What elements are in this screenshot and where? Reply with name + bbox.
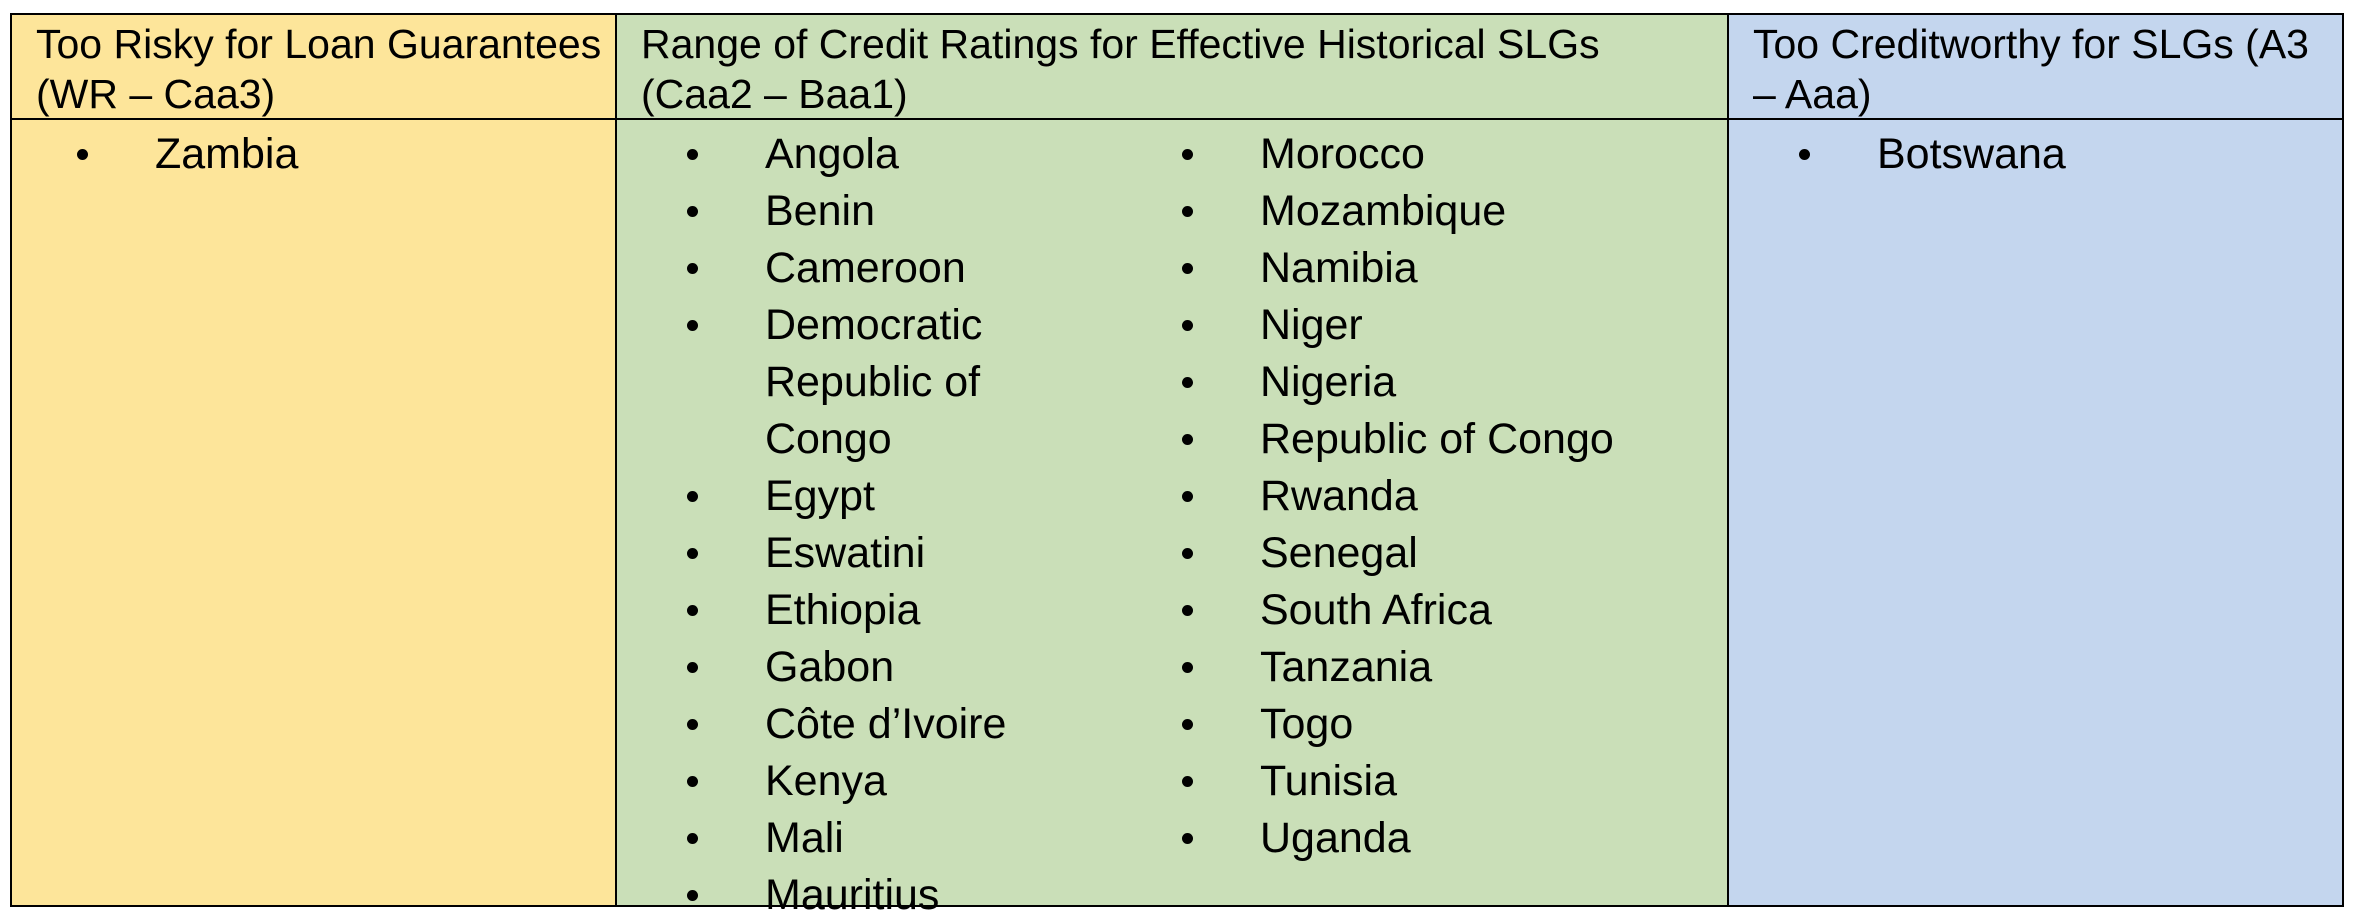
list-item: Egypt — [687, 468, 1115, 525]
list-item: Nigeria — [1182, 354, 1614, 411]
list-item: Botswana — [1799, 126, 2066, 183]
list-item: South Africa — [1182, 582, 1614, 639]
list-item: Namibia — [1182, 240, 1614, 297]
list-item: Angola — [687, 126, 1115, 183]
bullet-list: Zambia — [77, 126, 298, 183]
list-item: Mauritius — [687, 867, 1115, 924]
list-item: Côte d’Ivoire — [687, 696, 1115, 753]
table: Too Risky for Loan Guarantees (WR – Caa3… — [10, 13, 2344, 919]
list-item: Democratic Republic of Congo — [687, 297, 1115, 468]
header-cell: Too Risky for Loan Guarantees (WR – Caa3… — [10, 13, 617, 120]
list-item: Niger — [1182, 297, 1614, 354]
list-item: Eswatini — [687, 525, 1115, 582]
list-item: Gabon — [687, 639, 1115, 696]
body-cell: Botswana — [1727, 118, 2344, 907]
list-item: Morocco — [1182, 126, 1614, 183]
list-item: Senegal — [1182, 525, 1614, 582]
list-item: Zambia — [77, 126, 298, 183]
bullet-list: Angola Benin Cameroon Democratic Republic o… — [687, 126, 1115, 924]
list-item: Mozambique — [1182, 183, 1614, 240]
list-item: Republic of Congo — [1182, 411, 1614, 468]
list-item: Ethiopia — [687, 582, 1115, 639]
list-item: Tanzania — [1182, 639, 1614, 696]
list-item: Benin — [687, 183, 1115, 240]
bullet-list: Morocco Mozambique Namibia Niger Nigeria Repu… — [1182, 126, 1614, 867]
list-item: Mali — [687, 810, 1115, 867]
list-item: Tunisia — [1182, 753, 1614, 810]
body-cell: Angola Benin Cameroon Democratic Republic o… — [615, 118, 1729, 919]
body-cell: Zambia — [10, 118, 617, 907]
header-cell: Range of Credit Ratings for Effective Hi… — [615, 13, 1729, 120]
list-item: Togo — [1182, 696, 1614, 753]
list-item: Cameroon — [687, 240, 1115, 297]
bullet-list: Botswana — [1799, 126, 2066, 183]
list-item: Kenya — [687, 753, 1115, 810]
list-item: Uganda — [1182, 810, 1614, 867]
header-cell: Too Creditworthy for SLGs (A3 – Aaa) — [1727, 13, 2344, 120]
list-item: Rwanda — [1182, 468, 1614, 525]
